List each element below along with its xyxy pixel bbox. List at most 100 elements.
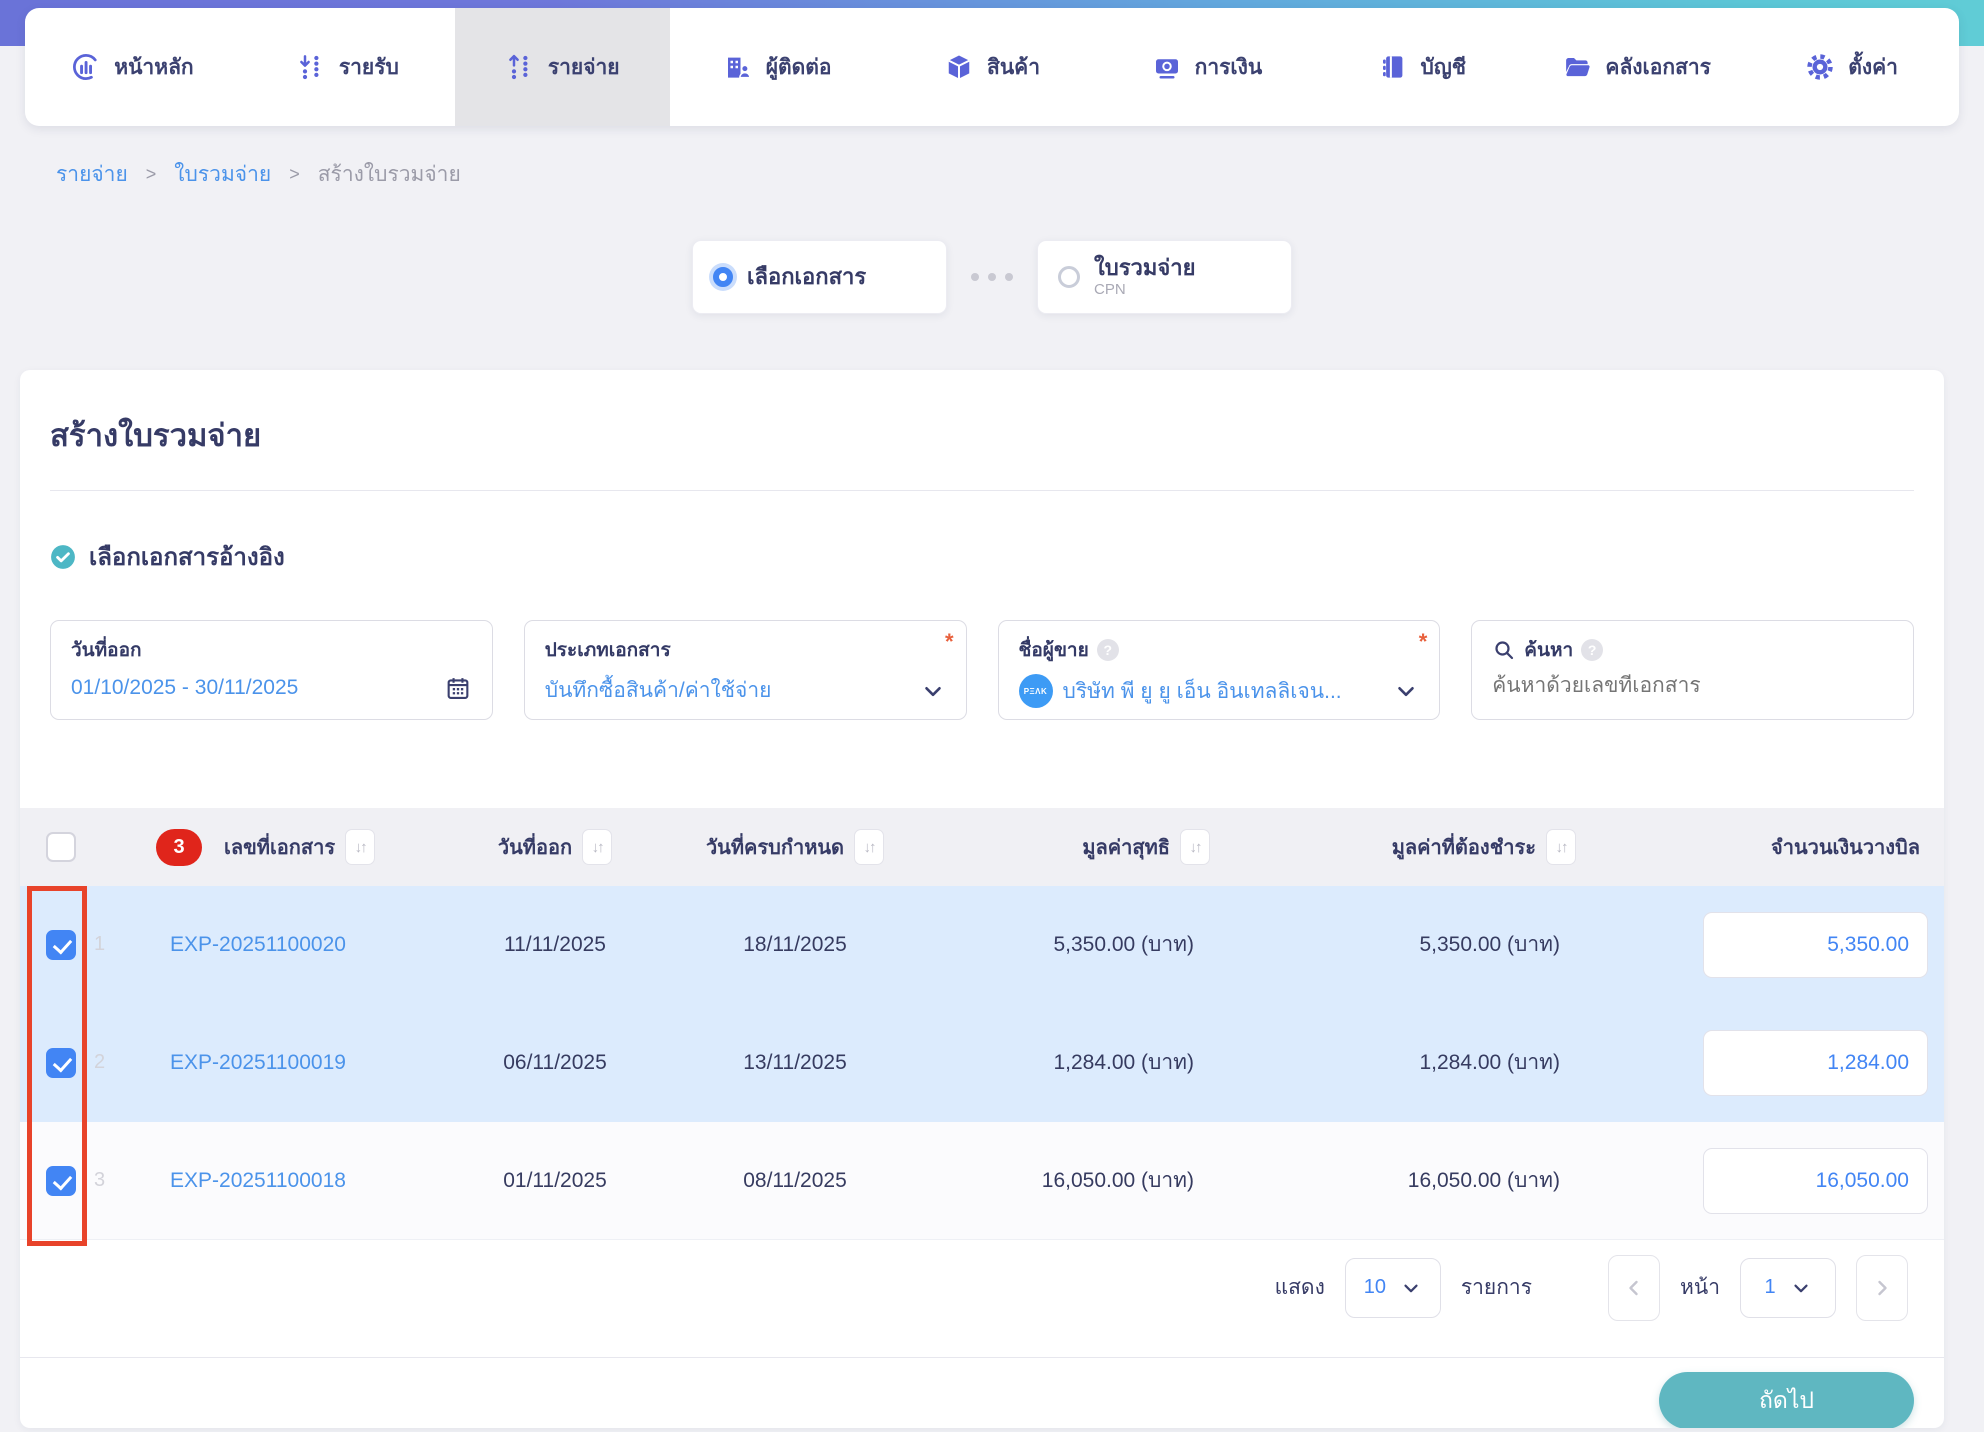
top-nav: หน้าหลัก รายรับ รายจ่าย ผู้ติดต่อ สินค้า…	[25, 8, 1959, 126]
search-filter[interactable]: ค้นหา ?	[1471, 620, 1914, 720]
due-date: 13/11/2025	[743, 1050, 847, 1074]
row-checkbox[interactable]	[46, 929, 76, 960]
page-size-select[interactable]: 10	[1344, 1257, 1441, 1318]
chevron-right-icon	[1870, 1276, 1894, 1300]
sort-icon[interactable]: ↓↑	[854, 829, 885, 865]
nav-item-home[interactable]: หน้าหลัก	[25, 8, 240, 126]
breadcrumb-expense[interactable]: รายจ่าย	[56, 163, 128, 186]
section-title: เลือกเอกสารอ้างอิง	[89, 544, 285, 571]
nav-item-documents[interactable]: คลังเอกสาร	[1529, 8, 1744, 126]
billing-amount-input[interactable]	[1703, 1029, 1928, 1096]
check-circle-icon	[50, 544, 76, 570]
step-subtitle: CPN	[1094, 280, 1126, 298]
radio-active-icon	[713, 267, 733, 287]
billing-amount-input[interactable]	[1703, 911, 1928, 978]
main-panel: สร้างใบรวมจ่าย เลือกเอกสารอ้างอิง วันที่…	[20, 370, 1944, 1428]
due-date: 08/11/2025	[743, 1168, 847, 1192]
nav-item-products[interactable]: สินค้า	[885, 8, 1100, 126]
sort-icon[interactable]: ↓↑	[1180, 829, 1210, 865]
table-row: 3 EXP-20251100018 01/11/2025 08/11/2025 …	[20, 1122, 1944, 1240]
documents-icon	[1562, 52, 1592, 82]
document-link[interactable]: EXP-20251100020	[170, 932, 346, 956]
net-value: 5,350.00 (บาท)	[1053, 933, 1194, 956]
income-icon	[296, 52, 326, 82]
finance-icon	[1152, 52, 1182, 82]
home-icon	[71, 52, 101, 82]
net-value: 16,050.00 (บาท)	[1041, 1169, 1194, 1192]
vendor-filter[interactable]: * ชื่อผู้ขาย ? PΞΛK บริษัท พี ยู ยู เอ็น…	[997, 620, 1441, 720]
table-row: 1 EXP-20251100020 11/11/2025 18/11/2025 …	[20, 886, 1944, 1004]
chevron-down-icon	[1790, 1277, 1812, 1299]
nav-item-accounting[interactable]: บัญชี	[1314, 8, 1529, 126]
row-checkbox[interactable]	[46, 1165, 76, 1196]
row-number: 1	[94, 933, 106, 955]
issue-date-value: 01/10/2025 - 30/11/2025	[71, 676, 299, 699]
nav-item-contacts[interactable]: ผู้ติดต่อ	[670, 8, 885, 126]
due-date: 18/11/2025	[743, 932, 847, 956]
required-asterisk: *	[1418, 629, 1428, 654]
table-body: 1 EXP-20251100020 11/11/2025 18/11/2025 …	[20, 886, 1944, 1240]
prev-page-button[interactable]	[1608, 1254, 1660, 1321]
issue-date: 11/11/2025	[504, 932, 606, 956]
sort-icon[interactable]: ↓↑	[1546, 829, 1576, 865]
nav-item-finance[interactable]: การเงิน	[1099, 8, 1314, 126]
payable-value: 1,284.00 (บาท)	[1419, 1051, 1560, 1074]
breadcrumb-combined-payment[interactable]: ใบรวมจ่าย	[174, 163, 272, 186]
sort-icon[interactable]: ↓↑	[345, 829, 376, 865]
search-input[interactable]	[1492, 674, 1893, 698]
chevron-down-icon	[920, 678, 946, 704]
stepper-dots	[971, 273, 1013, 281]
page-title: สร้างใบรวมจ่าย	[50, 418, 262, 453]
select-all-checkbox[interactable]	[46, 832, 76, 862]
vendor-avatar: PΞΛK	[1018, 674, 1053, 708]
search-icon	[1492, 638, 1516, 662]
step-combined-payment[interactable]: ใบรวมจ่าย CPN	[1037, 240, 1292, 314]
accounting-icon	[1378, 52, 1408, 82]
contacts-icon	[723, 52, 753, 82]
next-page-button[interactable]	[1856, 1254, 1908, 1321]
required-asterisk: *	[944, 629, 954, 654]
help-icon[interactable]: ?	[1096, 639, 1119, 661]
issue-date: 01/11/2025	[503, 1168, 607, 1192]
chevron-down-icon	[1400, 1277, 1422, 1299]
net-value: 1,284.00 (บาท)	[1053, 1051, 1194, 1074]
stepper: เลือกเอกสาร ใบรวมจ่าย CPN	[0, 240, 1984, 314]
footer-actions: ถัดไป	[20, 1358, 1944, 1428]
expense-icon	[505, 52, 535, 82]
filters-row: วันที่ออก 01/10/2025 - 30/11/2025 * ประเ…	[50, 620, 1914, 720]
page-number-select[interactable]: 1	[1740, 1257, 1836, 1318]
calendar-icon	[444, 674, 472, 702]
payable-value: 16,050.00 (บาท)	[1407, 1169, 1560, 1192]
chevron-down-icon	[1393, 678, 1419, 704]
vendor-value: บริษัท พี ยู ยู เอ็น อินเทลลิเจน...	[1062, 679, 1342, 703]
table-header: 3 เลขที่เอกสาร ↓↑ วันที่ออก ↓↑ วันที่ครบ…	[20, 808, 1944, 886]
step-select-documents[interactable]: เลือกเอกสาร	[692, 240, 947, 314]
products-icon	[944, 52, 974, 82]
help-icon[interactable]: ?	[1581, 639, 1604, 661]
next-button[interactable]: ถัดไป	[1659, 1372, 1914, 1428]
divider	[50, 490, 1914, 491]
section-header: เลือกเอกสารอ้างอิง	[50, 537, 1944, 576]
document-link[interactable]: EXP-20251100018	[170, 1168, 346, 1192]
row-number: 2	[94, 1051, 106, 1073]
radio-inactive-icon	[1058, 266, 1080, 288]
row-number: 3	[94, 1169, 106, 1191]
sort-icon[interactable]: ↓↑	[582, 829, 613, 865]
pagination: แสดง 10 รายการ หน้า 1	[20, 1240, 1944, 1335]
settings-icon	[1805, 52, 1835, 82]
document-link[interactable]: EXP-20251100019	[170, 1050, 346, 1074]
divider	[20, 1357, 1944, 1358]
billing-amount-input[interactable]	[1703, 1147, 1928, 1214]
documents-table: 3 เลขที่เอกสาร ↓↑ วันที่ออก ↓↑ วันที่ครบ…	[20, 808, 1944, 1246]
breadcrumb-current: สร้างใบรวมจ่าย	[317, 163, 461, 186]
issue-date-filter[interactable]: วันที่ออก 01/10/2025 - 30/11/2025	[50, 620, 493, 720]
nav-item-settings[interactable]: ตั้งค่า	[1744, 8, 1959, 126]
row-checkbox[interactable]	[46, 1047, 76, 1078]
nav-item-income[interactable]: รายรับ	[240, 8, 455, 126]
document-type-filter[interactable]: * ประเภทเอกสาร บันทึกซื้อสินค้า/ค่าใช้จ่…	[523, 620, 967, 720]
payable-value: 5,350.00 (บาท)	[1419, 933, 1560, 956]
document-type-value: บันทึกซื้อสินค้า/ค่าใช้จ่าย	[544, 679, 772, 702]
nav-item-expense[interactable]: รายจ่าย	[454, 8, 670, 126]
selected-count-badge: 3	[156, 828, 202, 866]
issue-date: 06/11/2025	[503, 1050, 607, 1074]
